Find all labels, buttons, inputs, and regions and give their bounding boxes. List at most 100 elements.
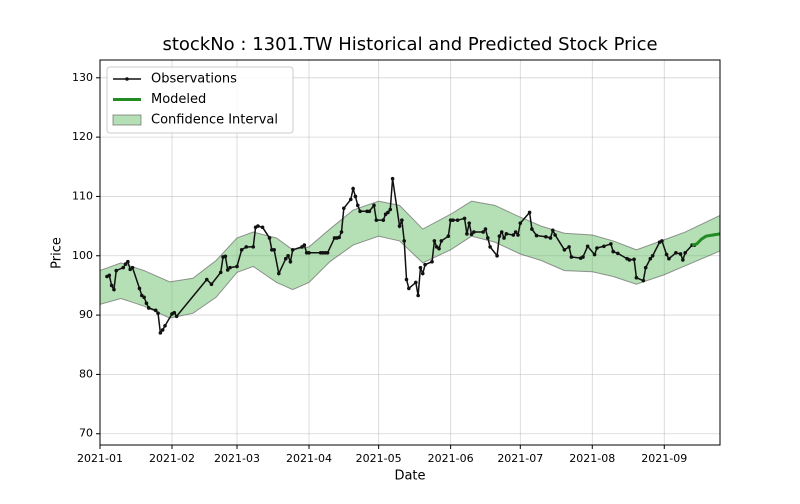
observation-line [106,178,695,335]
observation-point [553,233,557,237]
observation-point [611,249,615,254]
observation-point [416,293,420,298]
plot-frame [99,59,721,446]
observation-point [455,218,460,222]
observation-point [609,242,613,246]
observation-point [404,277,409,282]
observation-point [337,235,341,240]
observation-point [153,308,158,313]
observation-point [462,216,467,221]
legend-label: Observations [151,72,237,87]
observation-point [562,248,567,252]
observation-point [469,232,474,237]
observation-point [272,248,276,252]
legend-marker [125,77,129,81]
observation-point [616,251,620,256]
observation-point [504,232,509,236]
observation-point [418,265,423,270]
observation-point [386,210,390,215]
observation-point [302,243,307,247]
observation-point [130,265,135,270]
observation-point [348,197,353,202]
observation-point [307,250,311,255]
observation-point [228,265,232,270]
observation-point [325,250,330,255]
observation-point [342,206,346,211]
observation-point [158,331,163,335]
observation-point [402,239,406,243]
x-tick-label: 2021-08 [569,452,615,465]
observation-point [137,286,142,291]
observation-point [121,265,126,270]
observation-point [390,176,395,181]
observation-point [244,245,249,249]
observation-point [205,277,209,282]
observation-point [400,218,404,222]
x-tick-label: 2021-07 [497,452,543,465]
observation-point [420,271,425,276]
observation-point [674,250,678,255]
y-tick-label: 80 [79,367,93,380]
observation-point [472,230,476,234]
observation-point [632,257,636,262]
observation-point [485,236,490,240]
y-tick-label: 100 [72,249,93,262]
y-tick-label: 130 [72,71,93,84]
x-tick-label: 2021-01 [77,452,123,465]
observation-point [481,230,485,234]
observation-point [239,248,244,252]
observation-point [664,252,669,257]
observation-point [499,230,504,234]
observation-point [267,236,272,240]
observation-point [634,275,639,280]
observation-point [107,273,112,278]
observation-point [451,218,455,222]
x-tick-label: 2021-04 [286,452,332,465]
observation-point [256,224,260,228]
observation-point [567,245,571,249]
observation-point [650,253,655,258]
y-tick-label: 110 [72,189,93,202]
observation-point [465,232,469,236]
observation-point [126,259,130,264]
observation-point [437,246,441,251]
observation-point [407,286,411,291]
observation-point [467,221,472,225]
observation-point [374,218,379,222]
legend-box [106,66,294,134]
observation-point [648,256,653,261]
observation-point [518,221,523,225]
observation-point [112,287,116,292]
legend-swatch [112,114,142,126]
observation-point [495,253,499,258]
observation-point [430,259,434,264]
observation-point [397,224,402,228]
observation-point [142,295,146,300]
observation-point [627,258,632,262]
observation-point [643,265,648,270]
observation-point [353,194,358,199]
observation-point [160,328,165,332]
observation-point [372,203,376,208]
observation-point [548,236,553,240]
observation-point [530,227,534,231]
x-tick-label: 2021-03 [214,452,260,465]
observation-point [581,255,585,259]
observation-point [251,245,256,249]
observation-point [569,255,574,259]
y-tick-label: 120 [72,130,93,143]
observation-point [602,244,606,249]
observation-point [527,210,532,215]
observation-point [114,268,119,273]
observation-point [156,311,160,316]
observation-point [511,233,516,237]
observation-point [497,234,502,238]
observation-point [260,225,265,230]
observation-point [235,264,239,269]
chart-title: stockNo : 1301.TW Historical and Predict… [162,34,657,55]
y-axis-label: Price [50,237,65,269]
observation-point [123,262,128,266]
observation-point [592,252,597,257]
x-tick-label: 2021-06 [428,452,474,465]
